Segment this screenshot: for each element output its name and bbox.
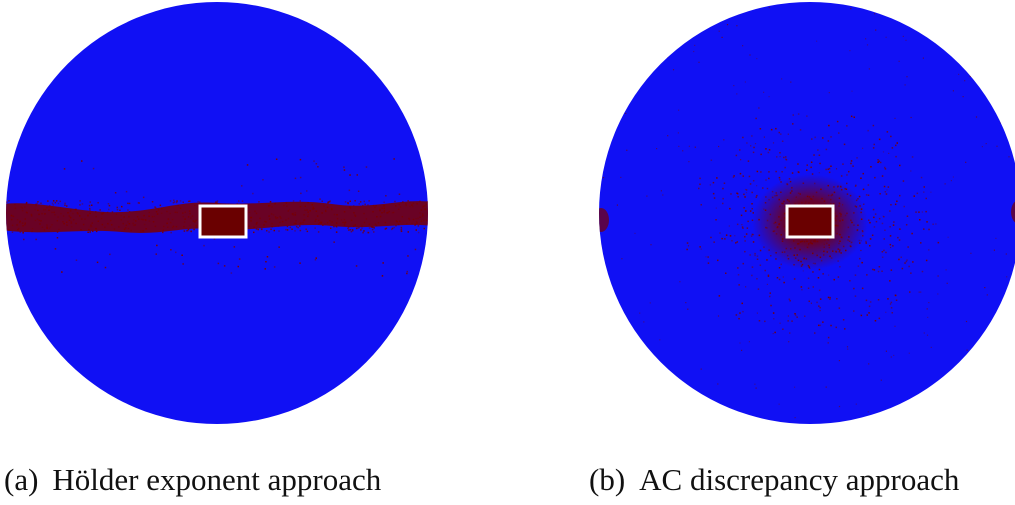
target-region-box xyxy=(198,204,248,239)
caption-label: (a) xyxy=(4,462,39,497)
caption-text: Hölder exponent approach xyxy=(52,462,382,497)
anomaly-speckles xyxy=(6,158,428,278)
target-region-box xyxy=(785,204,835,239)
panel-a: (a) Hölder exponent approach xyxy=(0,0,507,505)
caption-label: (b) xyxy=(589,462,626,497)
sphere-map-holder xyxy=(6,2,428,424)
caption-a: (a) Hölder exponent approach xyxy=(4,460,381,500)
caption-b: (b) AC discrepancy approach xyxy=(589,460,959,500)
sphere-map-ac xyxy=(599,2,1015,424)
caption-text: AC discrepancy approach xyxy=(639,462,960,497)
panel-b: (b) AC discrepancy approach xyxy=(507,0,1015,505)
